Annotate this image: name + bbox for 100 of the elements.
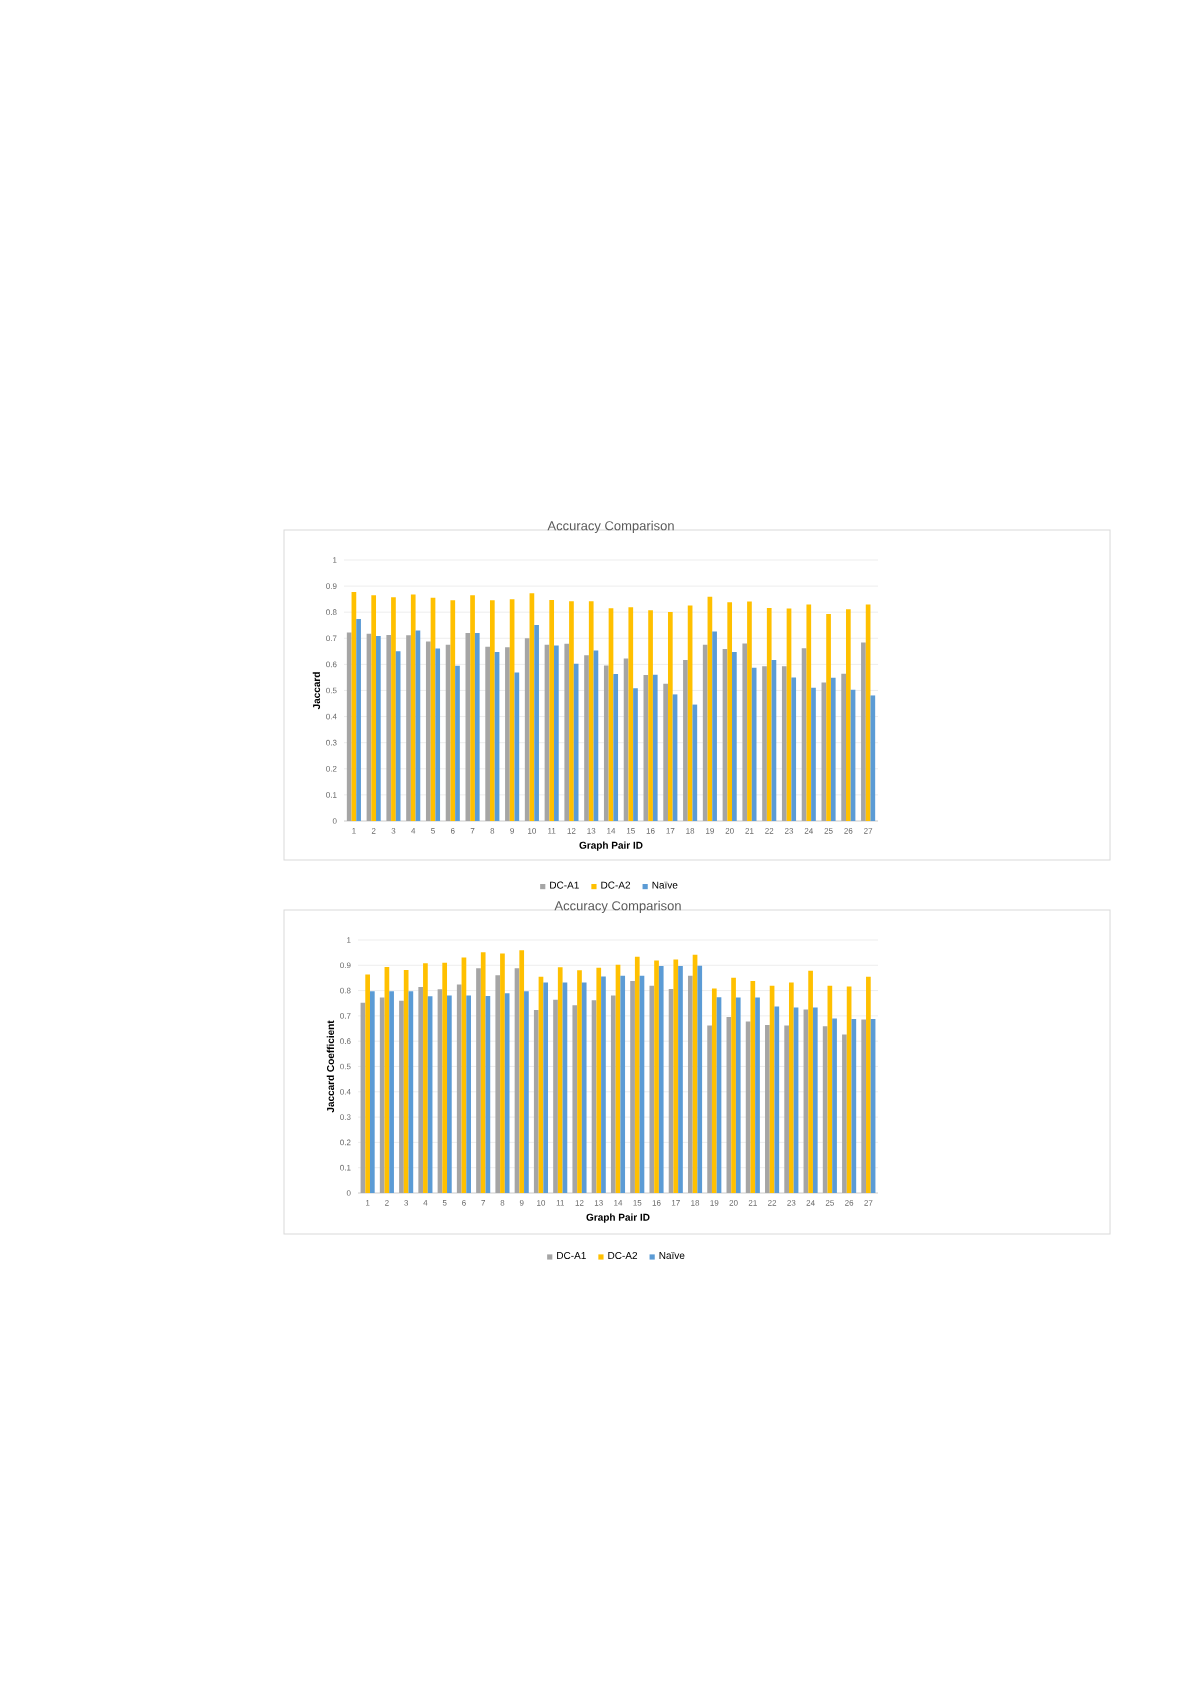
x-axis-title: Graph Pair ID: [579, 841, 643, 851]
bar: [774, 1006, 780, 1193]
bar: [455, 665, 460, 821]
bar: [742, 643, 748, 821]
bar: [766, 608, 772, 821]
y-tick-label: 0.9: [326, 583, 337, 589]
bar: [554, 645, 559, 821]
bar: [569, 601, 574, 821]
bar: [673, 959, 679, 1193]
x-tick-label: 16: [646, 828, 655, 834]
bar: [369, 991, 375, 1193]
bar: [549, 599, 555, 821]
bar: [489, 600, 495, 821]
x-tick-label: 2: [371, 828, 376, 834]
x-tick-label: 9: [519, 1200, 524, 1206]
y-tick-label: 0.6: [340, 1038, 351, 1044]
y-tick-label: 0.3: [326, 739, 337, 746]
legend-label: DC-A1: [557, 1251, 586, 1260]
x-tick-label: 8: [500, 1200, 505, 1206]
x-tick-label: 4: [423, 1200, 428, 1206]
bar: [791, 677, 797, 821]
bar: [692, 704, 698, 821]
bar: [663, 683, 668, 821]
x-tick-label: 10: [528, 828, 537, 834]
bar: [480, 952, 486, 1193]
bar: [581, 982, 587, 1193]
x-tick-label: 1: [352, 828, 356, 834]
bar: [495, 975, 501, 1193]
x-tick-label: 22: [768, 1200, 777, 1206]
bar: [707, 1025, 712, 1193]
bar: [519, 950, 525, 1193]
x-tick-label: 11: [548, 828, 556, 834]
y-axis-title: Jaccard: [312, 672, 321, 710]
bar: [447, 995, 452, 1193]
bar: [365, 974, 370, 1193]
bar: [423, 963, 428, 1193]
bar: [628, 607, 634, 821]
bar: [711, 988, 717, 1193]
bar: [735, 997, 741, 1193]
bar: [391, 597, 396, 821]
x-tick-label: 19: [706, 828, 714, 834]
x-tick-label: 18: [691, 1200, 700, 1206]
y-tick-label: 0.5: [326, 687, 337, 694]
bar: [649, 985, 655, 1193]
x-tick-label: 4: [411, 828, 416, 834]
bar: [781, 666, 787, 821]
bar: [425, 641, 431, 821]
bar: [861, 1019, 867, 1193]
y-tick-label: 0: [332, 818, 337, 824]
y-tick-label: 0.9: [340, 962, 351, 969]
bar: [806, 604, 812, 821]
bar: [613, 674, 619, 821]
bar: [808, 970, 813, 1193]
x-tick-label: 20: [729, 1200, 738, 1206]
bar: [456, 984, 462, 1193]
bar: [610, 995, 616, 1193]
bar: [435, 648, 441, 821]
bar: [648, 610, 653, 821]
x-tick-label: 7: [470, 828, 475, 834]
bar: [485, 646, 490, 821]
bar: [524, 638, 530, 821]
bar: [750, 980, 756, 1193]
bar: [712, 631, 717, 821]
bar: [474, 633, 480, 821]
y-tick-label: 0.7: [340, 1013, 351, 1019]
bar: [822, 1026, 828, 1193]
legend-label: DC-A2: [601, 881, 631, 889]
y-tick-label: 0.7: [326, 635, 337, 642]
bar: [861, 642, 866, 821]
legend-label: Naïve: [652, 881, 678, 889]
x-tick-label: 25: [824, 828, 833, 834]
bar: [588, 601, 594, 821]
chart-title: Accuracy Comparison: [554, 900, 681, 913]
bar: [379, 997, 385, 1193]
bar: [866, 976, 871, 1193]
bar: [450, 600, 456, 821]
x-tick-label: 5: [442, 1200, 447, 1206]
legend-label: DC-A2: [608, 1251, 638, 1260]
x-tick-label: 3: [391, 828, 396, 834]
bar: [826, 614, 831, 821]
bar: [765, 1025, 770, 1193]
x-tick-label: 25: [825, 1200, 834, 1206]
x-tick-label: 16: [652, 1200, 661, 1206]
bar: [620, 975, 626, 1193]
bar: [851, 1018, 857, 1193]
bar: [732, 652, 737, 821]
bar: [410, 594, 416, 821]
bar: [376, 635, 381, 821]
x-tick-label: 11: [556, 1200, 564, 1206]
legend-label: Naïve: [659, 1252, 685, 1260]
bar: [557, 967, 563, 1193]
chart-title: Accuracy Comparison: [547, 520, 674, 533]
bar: [543, 982, 549, 1193]
x-tick-label: 2: [385, 1200, 389, 1206]
bar: [553, 999, 558, 1193]
x-tick-label: 15: [633, 1200, 642, 1206]
bar: [702, 644, 708, 821]
bar: [403, 970, 409, 1193]
x-tick-label: 21: [748, 1200, 757, 1206]
bar: [747, 601, 752, 821]
